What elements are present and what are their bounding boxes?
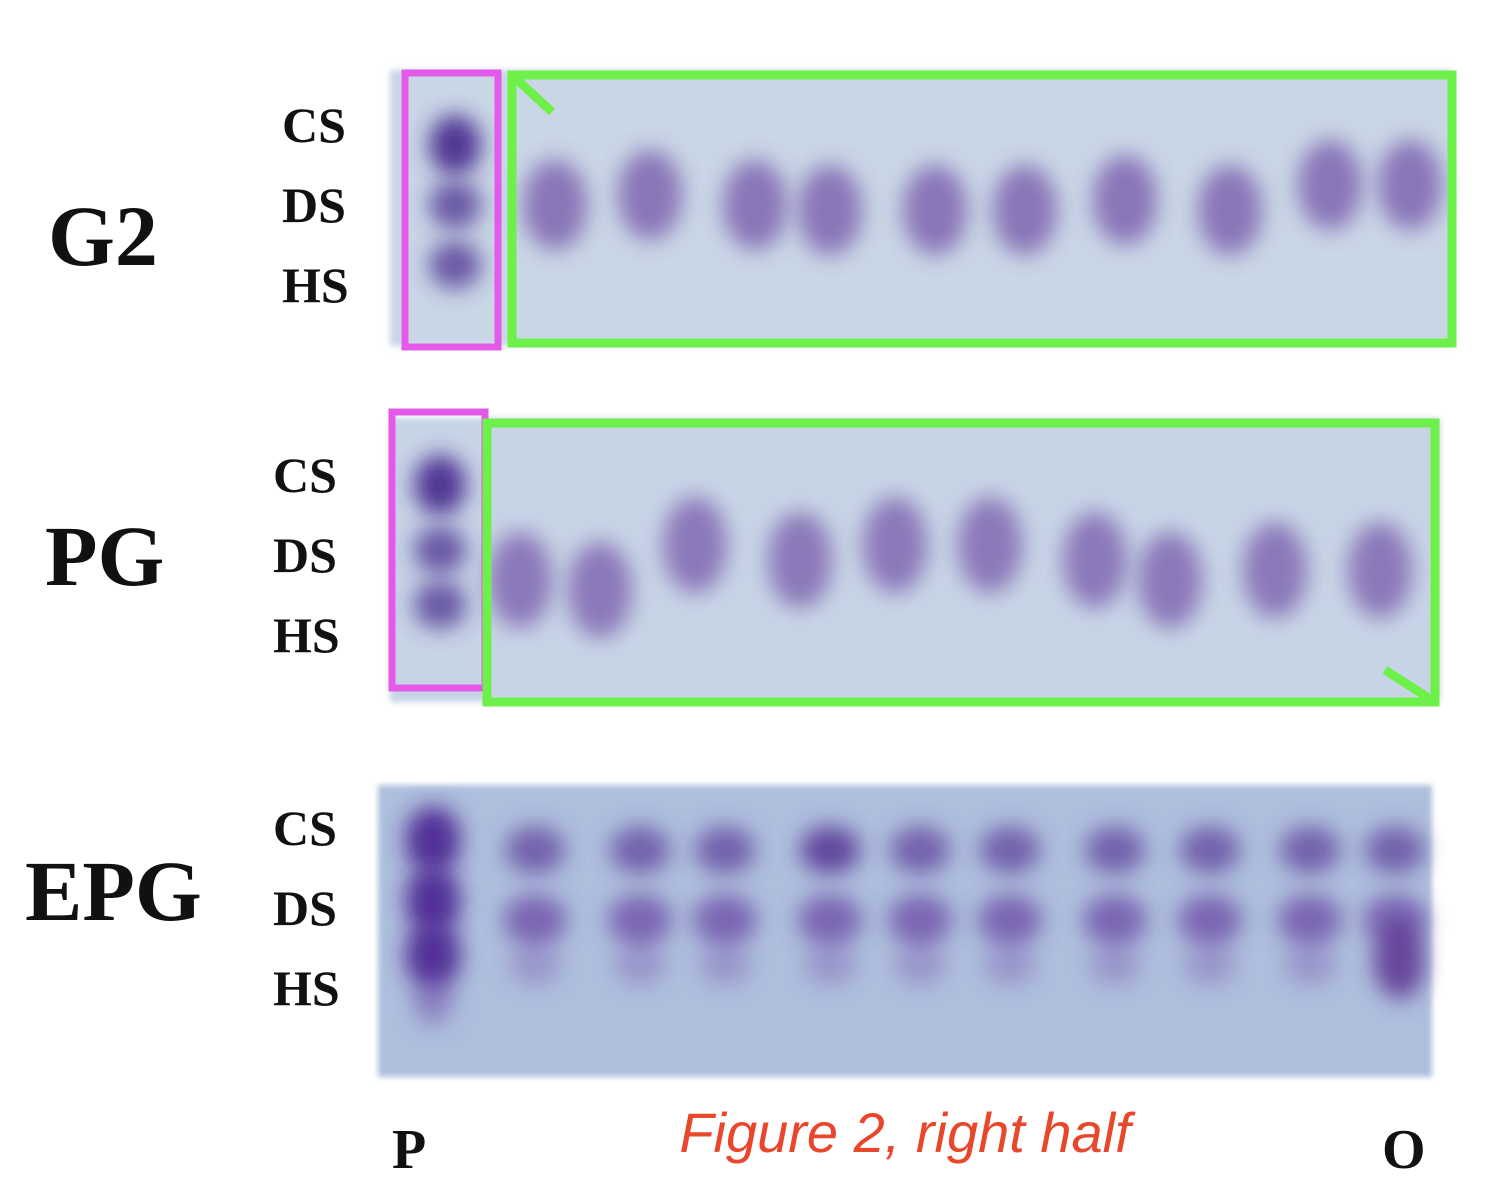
band-label: DS [273, 880, 337, 936]
band-label: HS [273, 607, 340, 663]
gel-band [1348, 522, 1412, 618]
caption: Figure 2, right half [679, 1101, 1136, 1164]
gel-band [695, 826, 755, 874]
gel-band [414, 581, 466, 629]
gel-band [1298, 140, 1362, 230]
band-label: HS [273, 960, 340, 1016]
gel-band [1376, 920, 1424, 1000]
gel-band [1178, 894, 1242, 946]
gel-band [610, 826, 670, 874]
bands [405, 115, 1442, 1025]
arrow-mark [508, 71, 556, 116]
gel-band [405, 921, 461, 989]
gel-band [1284, 945, 1336, 985]
gel-band [993, 165, 1057, 255]
gel-band [509, 945, 561, 985]
gel-band [1138, 532, 1202, 628]
gel-band [863, 497, 927, 593]
gel-band [1278, 894, 1342, 946]
gel-band [429, 181, 481, 229]
lane-label: O [1382, 1119, 1426, 1181]
band-label: HS [282, 257, 349, 313]
gel-band [693, 894, 757, 946]
gel-band [405, 866, 461, 934]
gel-band [1063, 512, 1127, 608]
gel-band [618, 150, 682, 240]
gel-band [980, 826, 1040, 874]
gel-band [413, 975, 453, 1025]
gel-band [958, 497, 1022, 593]
band-label: CS [282, 97, 346, 153]
gel-band [1180, 826, 1240, 874]
gel-band [663, 497, 727, 593]
highlight-box [507, 70, 1457, 348]
highlight-box [482, 418, 1440, 707]
gel-band [429, 241, 481, 289]
panel-label: G2 [48, 188, 158, 284]
gel-band [1280, 826, 1340, 874]
gel-band [984, 945, 1036, 985]
gel-band [1378, 140, 1442, 230]
gel-band [608, 894, 672, 946]
gel-band [894, 945, 946, 985]
gel-band [1093, 155, 1157, 245]
gel-band [888, 894, 952, 946]
band-label: DS [282, 177, 346, 233]
gel-band [978, 894, 1042, 946]
band-label: CS [273, 447, 337, 503]
gel-band [723, 160, 787, 250]
gel-band [804, 945, 856, 985]
gel-band [1083, 894, 1147, 946]
gel-band [405, 806, 461, 874]
gel-band [488, 532, 552, 628]
gel-band [1198, 165, 1262, 255]
gel-band [1365, 826, 1425, 874]
gel-band [1085, 826, 1145, 874]
gel-band [1243, 522, 1307, 618]
highlight-box [401, 69, 502, 351]
band-label: DS [273, 527, 337, 583]
gel-band [414, 526, 466, 574]
gel-band [503, 894, 567, 946]
panel-label: EPG [25, 843, 202, 939]
lane-label: P [392, 1119, 426, 1181]
gel-band [699, 945, 751, 985]
gel-band [798, 894, 862, 946]
gel-band [903, 165, 967, 255]
gel-band [523, 160, 587, 250]
gel-band [800, 826, 860, 874]
gel-band [1089, 945, 1141, 985]
gel-band [414, 455, 466, 515]
arrow-mark [1382, 666, 1438, 706]
gel-band [890, 826, 950, 874]
panel-label: PG [45, 508, 164, 604]
gel-band [798, 165, 862, 255]
gel-band [429, 115, 481, 175]
gel-band [768, 512, 832, 608]
gel-band [1184, 945, 1236, 985]
band-label: CS [273, 800, 337, 856]
gel-band [614, 945, 666, 985]
gel-band [568, 542, 632, 638]
gel-band [505, 826, 565, 874]
